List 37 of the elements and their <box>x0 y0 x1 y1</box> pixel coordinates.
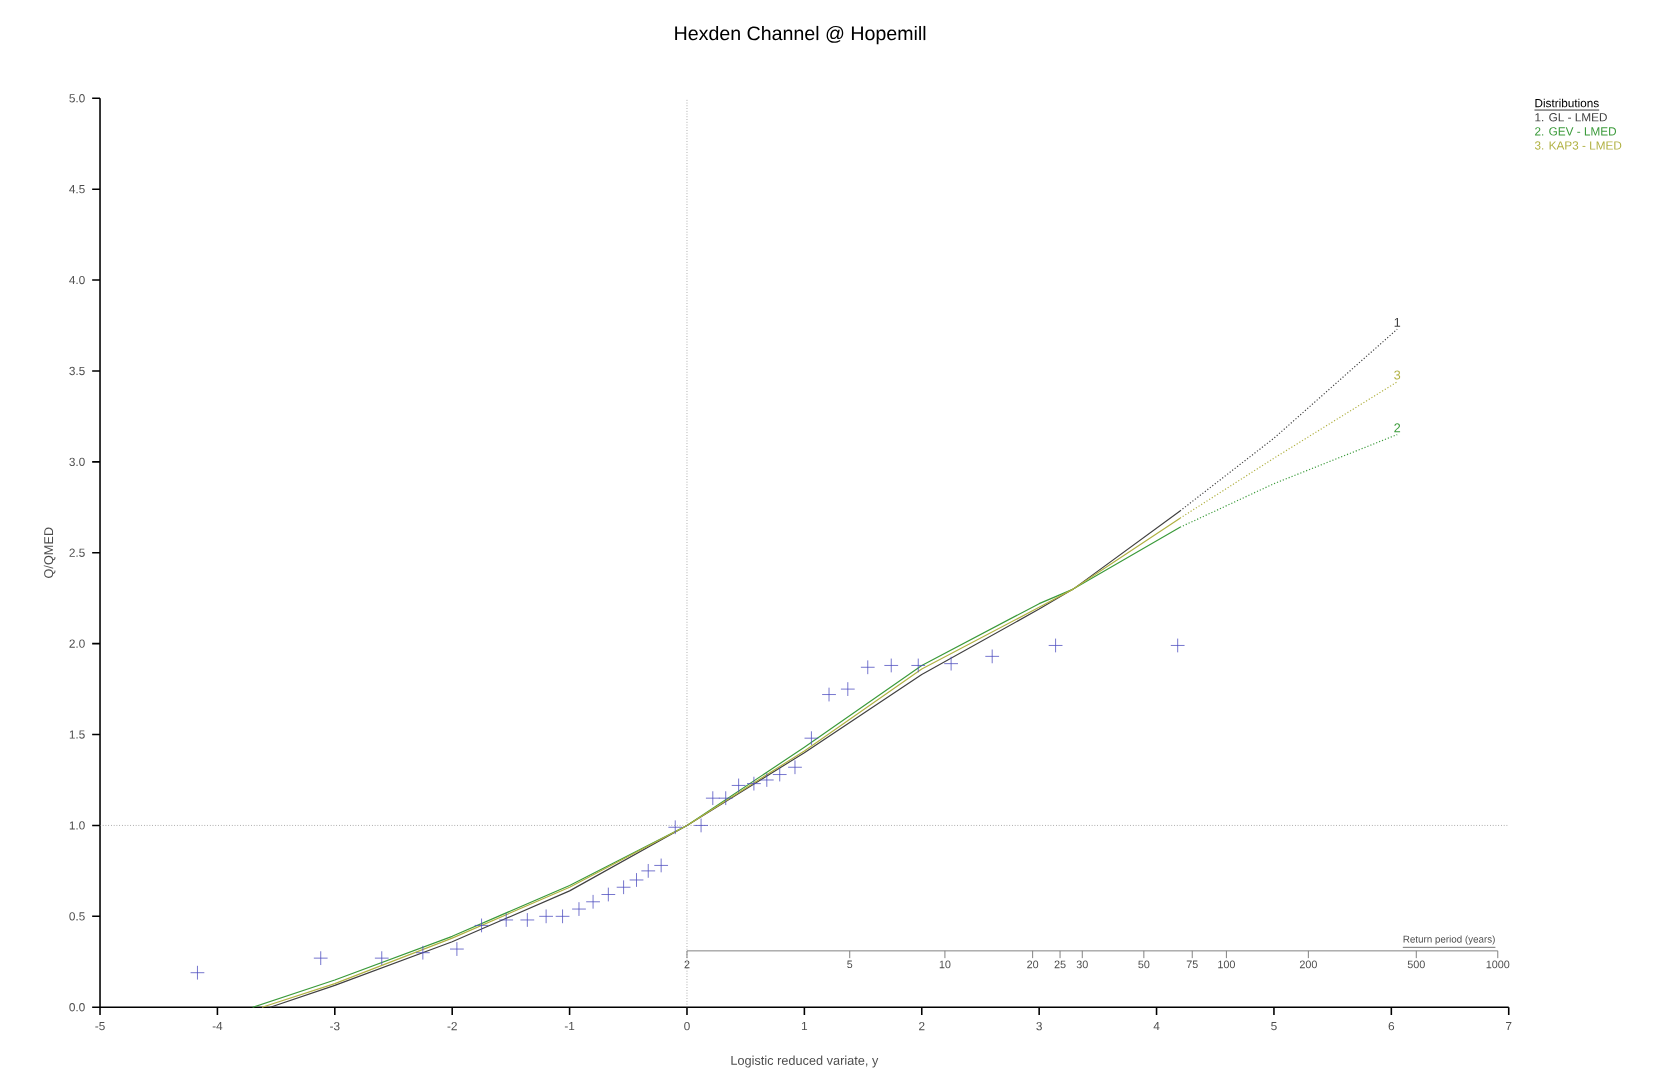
point <box>190 965 205 980</box>
point <box>772 767 787 782</box>
point <box>731 778 746 793</box>
point <box>804 730 819 746</box>
point <box>787 759 803 775</box>
point <box>415 945 431 960</box>
point <box>910 658 926 673</box>
point <box>883 658 899 673</box>
chart-title: Hexden Channel @ Hopemill <box>675 25 926 45</box>
point <box>1048 638 1063 653</box>
point <box>693 818 709 833</box>
point <box>705 790 721 806</box>
point <box>474 918 489 933</box>
point <box>498 912 514 928</box>
point <box>840 681 856 697</box>
point <box>616 879 631 895</box>
point <box>943 656 959 671</box>
point <box>821 687 837 702</box>
point <box>520 912 535 928</box>
point <box>313 950 328 966</box>
point <box>601 887 616 902</box>
point <box>640 863 656 879</box>
point <box>449 941 465 957</box>
point <box>984 649 1000 664</box>
point <box>718 790 733 806</box>
point <box>538 908 554 924</box>
point <box>571 901 587 917</box>
point <box>629 872 644 888</box>
point <box>374 950 390 966</box>
point <box>746 776 762 791</box>
point <box>555 908 570 924</box>
point <box>759 772 775 788</box>
point <box>585 894 601 910</box>
point <box>653 858 669 873</box>
point <box>667 819 683 835</box>
point <box>1170 638 1185 653</box>
point <box>860 659 876 675</box>
